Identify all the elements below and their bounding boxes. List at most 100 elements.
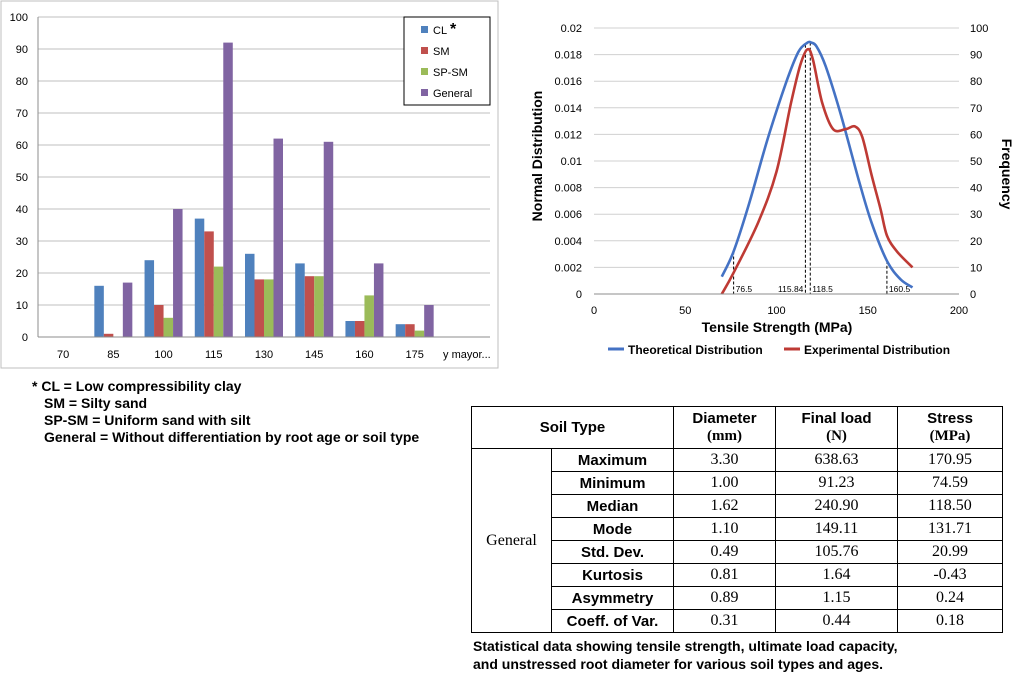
stress-cell: 0.18 [897, 609, 1003, 633]
legend-label-sm: SM [433, 46, 450, 58]
y-tick-label: 0.008 [554, 183, 582, 195]
bar-sp-sm [264, 279, 274, 337]
y-tick-label: 30 [16, 236, 28, 248]
y-tick-label: 50 [16, 172, 28, 184]
final-load-cell: 1.15 [775, 586, 898, 610]
y-tick-label: 60 [16, 140, 28, 152]
table-row: General Maximum 3.30 638.63 170.95 [471, 448, 1003, 633]
y2-tick-label: 40 [970, 183, 982, 195]
bar-sp-sm [163, 317, 174, 337]
y-tick-label: 0 [576, 289, 582, 301]
bar-cl [295, 263, 305, 337]
x-tick-label: 50 [679, 305, 691, 317]
y2-tick-label: 20 [970, 236, 982, 248]
soil-type-notes: * CL = Low compressibility clay SM = Sil… [32, 378, 419, 446]
final-load-cell: 240.90 [775, 494, 898, 518]
bar-cl [94, 285, 104, 337]
final-load-cell: 638.63 [775, 448, 898, 472]
legend-swatch-sp-sm [421, 68, 428, 75]
table-row: Asymmetry 0.89 1.15 0.24 [472, 586, 1003, 610]
bar-cl [144, 260, 155, 337]
final-load-cell: 1.64 [775, 563, 898, 587]
row-label: Kurtosis [551, 563, 674, 587]
header-stress: Stress (MPa) [897, 406, 1003, 449]
line-experimental-distribution [720, 47, 914, 295]
caption-line-1: Statistical data showing tensile strengt… [473, 638, 898, 654]
x-tick-label: 200 [950, 305, 968, 317]
y2-tick-label: 30 [970, 209, 982, 221]
legend-box [403, 16, 491, 106]
legend-label-cl: CL [433, 25, 447, 37]
y2-tick-label: 0 [970, 289, 976, 301]
legend-asterisk: * [450, 21, 457, 38]
bar-sp-sm [364, 295, 374, 337]
bar-general [424, 305, 434, 337]
note-cl: * CL = Low compressibility clay [32, 378, 242, 394]
y-tick-label: 0.02 [561, 23, 582, 35]
row-label: Asymmetry [551, 586, 674, 610]
bar-sp-sm [314, 276, 324, 337]
legend-swatch-cl [421, 26, 428, 33]
note-sp-sm: SP-SM = Uniform sand with silt [44, 412, 251, 428]
x-tick-label: 160 [355, 349, 373, 361]
reference-label: 160.5 [889, 284, 911, 294]
legend-swatch-sm [421, 47, 428, 54]
y-tick-label: 40 [16, 204, 28, 216]
stress-cell: 0.24 [897, 586, 1003, 610]
y-tick-label: 0 [22, 332, 28, 344]
row-label: Coeff. of Var. [551, 609, 674, 633]
x-tick-label: 150 [859, 305, 877, 317]
bar-general [273, 138, 283, 337]
y-tick-label: 80 [16, 76, 28, 88]
final-load-cell: 105.76 [775, 540, 898, 564]
y2-tick-label: 60 [970, 129, 982, 141]
table-row: Coeff. of Var. 0.31 0.44 0.18 [472, 609, 1003, 633]
y-tick-label: 90 [16, 44, 28, 56]
y2-axis-title: Frequency [999, 139, 1015, 210]
bar-cl [345, 321, 355, 337]
caption-line-2: and unstressed root diameter for various… [473, 656, 884, 672]
header-final-load: Final load (N) [775, 406, 898, 449]
line-theoretical-distribution [720, 40, 914, 289]
table-row: Std. Dev. 0.49 105.76 20.99 [472, 540, 1003, 564]
final-load-cell: 91.23 [775, 471, 898, 495]
x-tick-label: 100 [154, 349, 172, 361]
y2-tick-label: 10 [970, 262, 982, 274]
x-tick-label: 100 [767, 305, 785, 317]
table-row: Minimum 1.00 91.23 74.59 [472, 471, 1003, 495]
y-tick-label: 20 [16, 268, 28, 280]
y2-tick-label: 90 [970, 50, 982, 62]
final-load-cell: 149.11 [775, 517, 898, 541]
header-diameter: Diameter (mm) [673, 406, 776, 449]
bar-sp-sm [213, 266, 224, 337]
bar-chart: 0 10 20 30 40 50 60 70 80 90 100 70 85 100 115 130 145 16… [0, 0, 499, 369]
row-label: Median [551, 494, 674, 518]
x-tick-label: 175 [405, 349, 423, 361]
y2-tick-label: 70 [970, 103, 982, 115]
diameter-cell: 0.49 [673, 540, 776, 564]
y-tick-label: 70 [16, 108, 28, 120]
bar-sm [354, 321, 365, 337]
bar-sm [405, 324, 415, 337]
x-tick-label: 70 [57, 349, 69, 361]
bar-general [122, 282, 133, 337]
y2-tick-label: 100 [970, 23, 988, 35]
stress-cell: 118.50 [897, 494, 1003, 518]
y2-tick-label: 50 [970, 156, 982, 168]
bar-sm [154, 305, 164, 337]
row-label: Std. Dev. [551, 540, 674, 564]
y-tick-label: 0.01 [561, 156, 582, 168]
x-tick-label: 145 [305, 349, 323, 361]
diameter-cell: 3.30 [673, 448, 776, 472]
legend-swatch-general [421, 89, 428, 96]
y-tick-label: 10 [16, 300, 28, 312]
y-tick-label: 0.018 [554, 50, 582, 62]
stress-cell: 131.71 [897, 517, 1003, 541]
stress-cell: 20.99 [897, 540, 1003, 564]
stress-cell: -0.43 [897, 563, 1003, 587]
legend-label-theoretical-distribution: Theoretical Distribution [628, 343, 763, 357]
x-tick-label: 0 [591, 305, 597, 317]
y-tick-label: 100 [10, 12, 28, 24]
header-soil-type: Soil Type [471, 406, 674, 449]
bar-sp-sm [414, 330, 425, 337]
